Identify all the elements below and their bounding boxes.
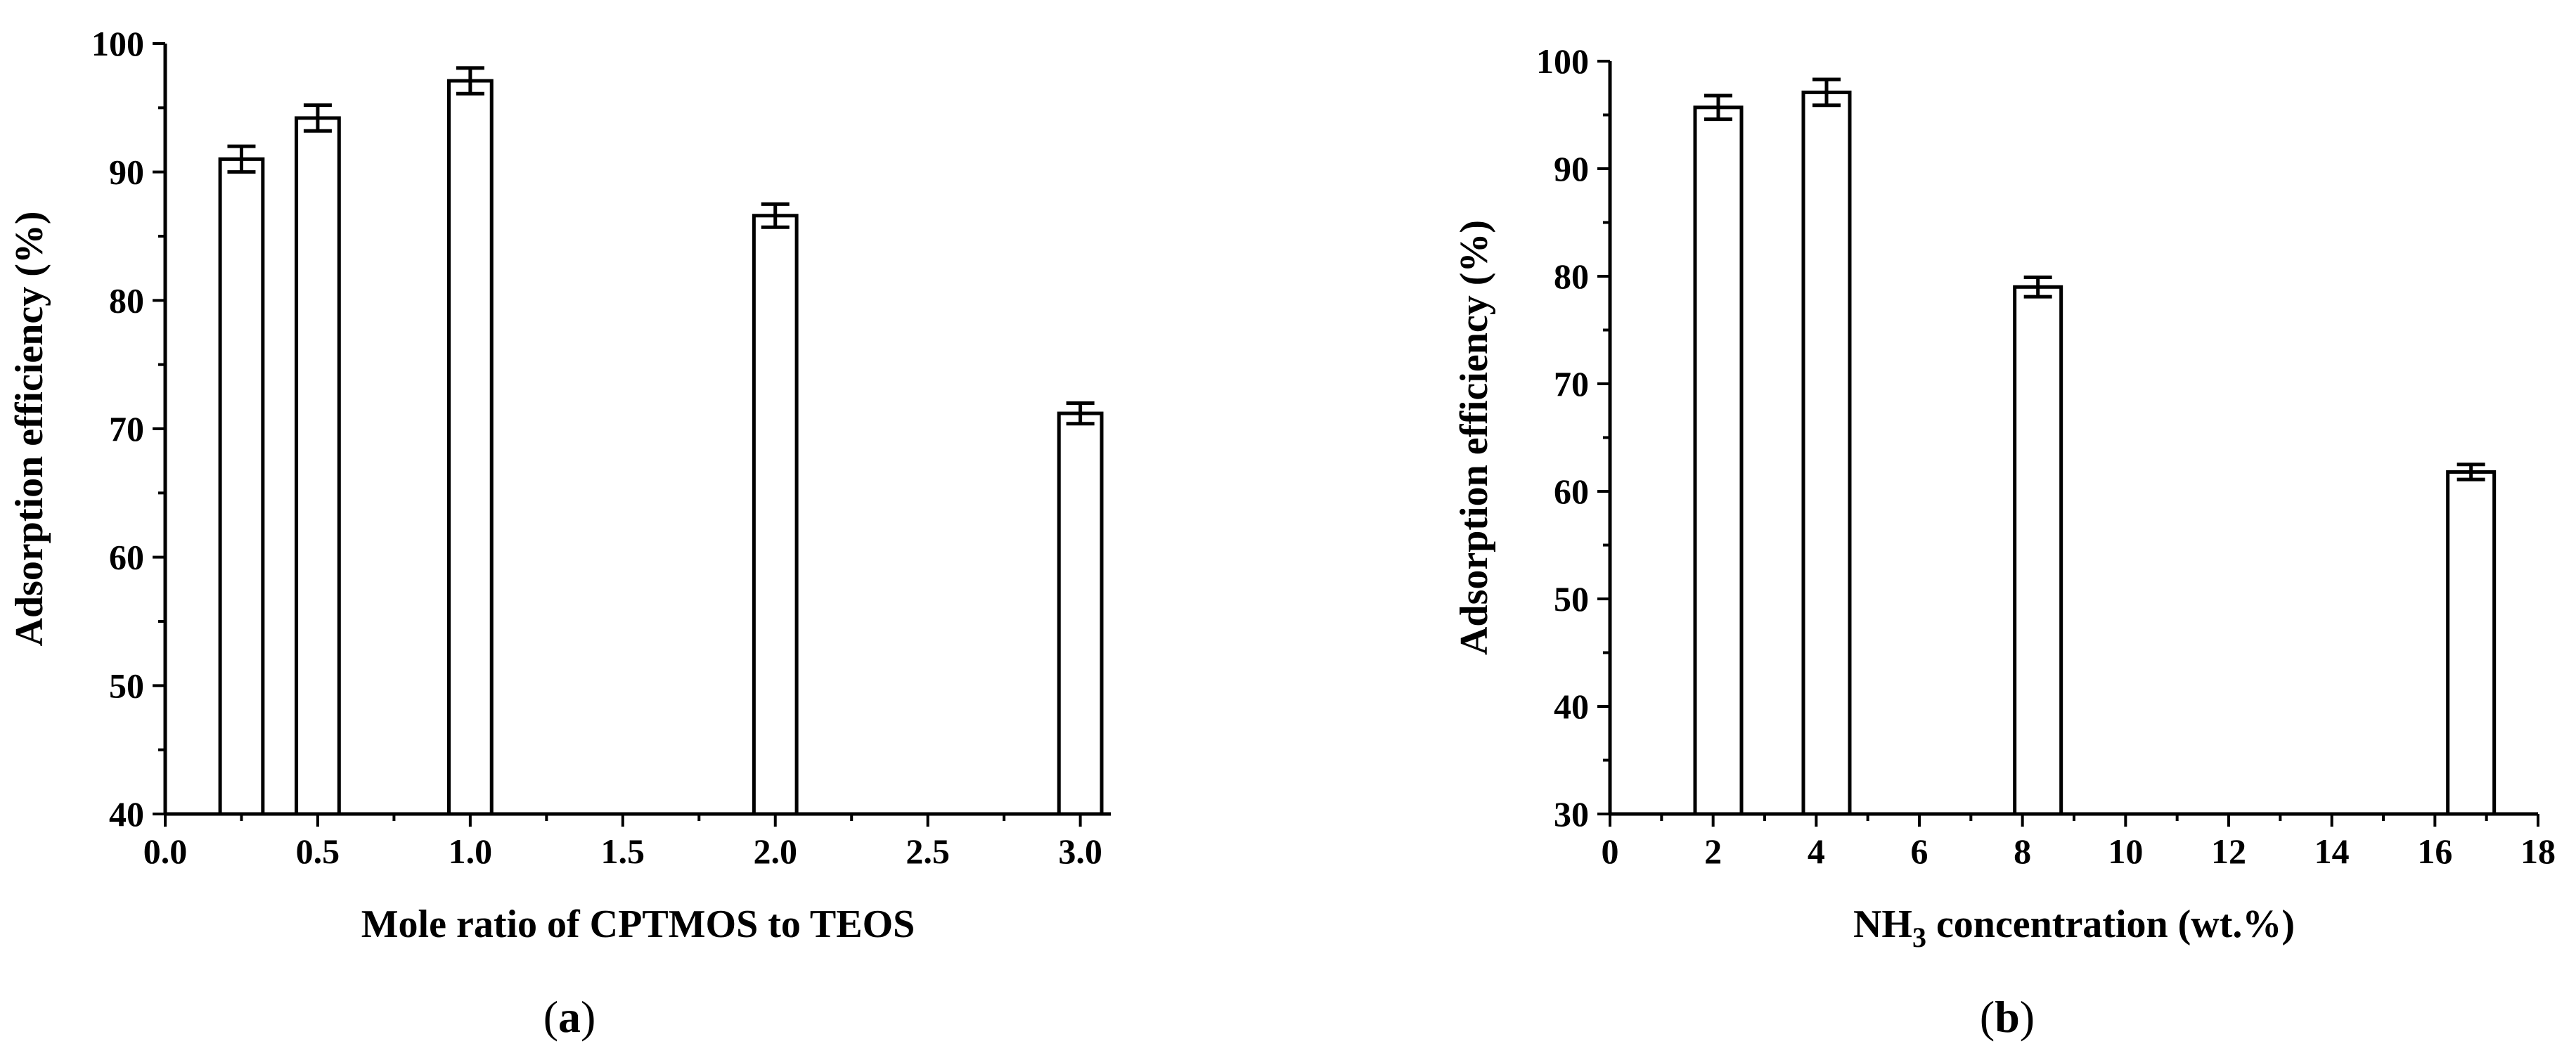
panel-a-chart: 40 50 60 70 80 90 100 0.0 0.5 1.0 1.5 2.0 2.5 3.0 Ad… <box>8 24 1111 1042</box>
x-tick-label-a: 1.5 <box>601 832 645 871</box>
y-tick-label-b: 80 <box>1554 257 1589 296</box>
x-tick-label-b: 12 <box>2211 832 2246 871</box>
x-ticks-b: 0 2 4 6 8 10 12 14 16 18 <box>1602 814 2556 871</box>
x-tick-label-b: 16 <box>2417 832 2452 871</box>
bar-a <box>447 79 494 816</box>
y-axis-label-b: Adsorption efficiency (%) <box>1453 220 1496 655</box>
x-tick-label-a: 1.0 <box>449 832 493 871</box>
x-tick-label-b: 18 <box>2520 832 2556 871</box>
y-tick-label-b: 50 <box>1554 579 1589 619</box>
y-axis-label-a: Adsorption efficiency (%) <box>8 211 51 646</box>
y-tick-label-a: 70 <box>109 409 144 448</box>
x-axis-label-b: NH3 concentration (wt.%) <box>1853 903 2295 953</box>
bar-b <box>1693 105 1744 816</box>
y-tick-label-b: 70 <box>1554 364 1589 403</box>
bar-a <box>752 214 799 816</box>
error-bars-a <box>227 66 1095 426</box>
panel-b-chart: 30 40 50 60 70 80 90 100 0 2 4 6 8 10 12 14 16 18 Adsorp… <box>1453 41 2556 1042</box>
error-bars-b <box>1704 77 2485 481</box>
x-axis-label-a: Mole ratio of CPTMOS to TEOS <box>361 903 915 946</box>
panel-label-paren-open-a: ( <box>543 992 558 1042</box>
x-tick-label-a: 3.0 <box>1058 832 1102 871</box>
y-tick-label-a: 40 <box>109 794 144 834</box>
x-axis-label-b-subscript: 3 <box>1912 922 1926 953</box>
bar-b <box>2013 285 2063 816</box>
x-axis-label-b-part2: concentration (wt.%) <box>1926 903 2295 946</box>
bar-a <box>1057 411 1104 816</box>
panel-label-paren-close-a: ) <box>581 992 595 1042</box>
x-tick-label-a: 2.5 <box>906 832 950 871</box>
x-tick-label-b: 8 <box>2014 832 2031 871</box>
y-tick-label-b: 90 <box>1554 149 1589 188</box>
y-tick-label-a: 100 <box>91 24 144 63</box>
bar-b <box>2446 470 2497 816</box>
x-tick-label-b: 2 <box>1704 832 1722 871</box>
x-tick-label-b: 4 <box>1808 832 1825 871</box>
bars-a <box>218 79 1104 816</box>
bar-b <box>1801 90 1852 816</box>
panel-label-paren-open-b: ( <box>1980 992 1995 1042</box>
y-tick-label-b: 100 <box>1536 41 1589 81</box>
y-tick-label-b: 40 <box>1554 687 1589 726</box>
y-tick-label-a: 80 <box>109 280 144 320</box>
x-axis-label-b-part1: NH <box>1853 903 1912 946</box>
x-tick-label-a: 0.0 <box>143 832 188 871</box>
x-ticks-a: 0.0 0.5 1.0 1.5 2.0 2.5 3.0 <box>143 814 1102 871</box>
bars-b <box>1693 90 2497 816</box>
y-ticks-a: 40 50 60 70 80 90 100 <box>91 24 165 834</box>
x-tick-label-b: 0 <box>1602 832 1619 871</box>
y-tick-label-b: 30 <box>1554 794 1589 834</box>
y-tick-label-a: 50 <box>109 666 144 705</box>
y-tick-label-a: 60 <box>109 538 144 577</box>
panel-label-b: (b) <box>1980 992 2035 1042</box>
y-tick-label-a: 90 <box>109 153 144 192</box>
bar-a <box>295 116 341 816</box>
panel-label-letter-a: a <box>558 992 581 1042</box>
x-tick-label-b: 6 <box>1911 832 1928 871</box>
panel-label-letter-b: b <box>1995 992 2020 1042</box>
bar-a <box>218 157 265 816</box>
x-tick-label-a: 0.5 <box>296 832 340 871</box>
panel-label-a: (a) <box>543 992 596 1042</box>
panel-label-paren-close-b: ) <box>2020 992 2035 1042</box>
y-tick-label-b: 60 <box>1554 472 1589 511</box>
y-ticks-b: 30 40 50 60 70 80 90 100 <box>1536 41 1610 834</box>
x-tick-label-b: 14 <box>2314 832 2350 871</box>
x-tick-label-b: 10 <box>2108 832 2143 871</box>
x-tick-label-a: 2.0 <box>753 832 797 871</box>
